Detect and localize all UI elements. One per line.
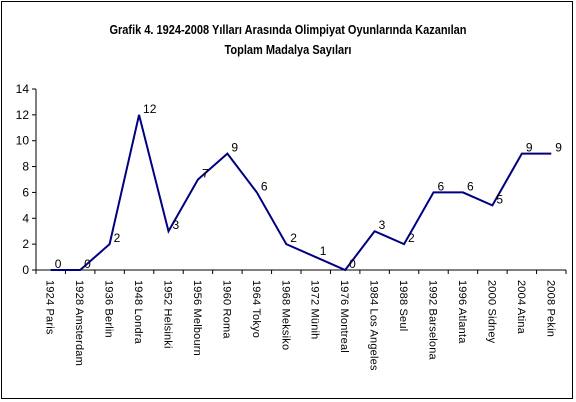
x-tick-label: 1988 Seul [397, 280, 409, 331]
series-line-group [50, 114, 552, 272]
x-tick-label: 1952 Helsinki [162, 280, 174, 349]
x-tick-label: 1972 Münih [309, 280, 321, 340]
data-label: 2 [408, 231, 415, 245]
data-label: 2 [114, 231, 121, 245]
y-tick-label: 12 [16, 108, 30, 122]
y-tick-label: 10 [16, 134, 30, 148]
data-label: 1 [320, 244, 327, 258]
data-label: 0 [349, 257, 356, 271]
x-tick-label: 1984 Los Angeles [368, 280, 380, 371]
y-tick-label: 6 [22, 185, 29, 199]
x-tick-label: 1992 Barselona [427, 280, 439, 361]
data-labels: 0 0 2 12 3 7 9 6 2 1 0 3 2 6 6 5 9 9 [55, 102, 563, 271]
y-tick-label: 8 [22, 160, 29, 174]
data-label: 6 [438, 179, 445, 193]
data-label: 12 [143, 102, 157, 116]
x-tick-label: 1948 Londra [132, 280, 144, 345]
y-tick-label: 14 [16, 82, 30, 96]
x-tick-label: 2008 Pekin [544, 280, 556, 337]
x-tick-label: 1968 Meksiko [279, 280, 291, 350]
y-tick-label: 4 [22, 211, 29, 225]
data-label: 3 [173, 218, 180, 232]
data-label: 2 [290, 231, 297, 245]
data-label: 7 [202, 167, 209, 181]
chart-title-line-1: Grafik 4. 1924-2008 Yılları Arasında Oli… [109, 23, 467, 37]
data-label: 6 [261, 179, 268, 193]
data-label: 0 [84, 257, 91, 271]
chart-title-line-2: Toplam Madalya Sayıları [224, 43, 352, 57]
x-axis-ticks: 1924 Paris 1928 Amsterdam 1936 Berlin 1948 … [35, 270, 567, 371]
x-tick-label: 1956 Melbourn [191, 280, 203, 356]
data-label: 9 [555, 141, 562, 155]
x-tick-label: 1976 Montreal [338, 280, 350, 353]
data-label: 6 [467, 179, 474, 193]
x-tick-label: 1996 Atlanta [456, 280, 468, 344]
data-label: 5 [496, 192, 503, 206]
data-label: 9 [231, 141, 238, 155]
data-label: 0 [55, 257, 62, 271]
x-tick-label: 1924 Paris [44, 280, 56, 335]
data-label: 3 [379, 218, 386, 232]
x-tick-label: 1928 Amsterdam [73, 280, 85, 366]
x-tick-label: 2000 Sidney [485, 280, 497, 344]
x-tick-label: 2004 Atina [515, 280, 527, 335]
y-tick-label: 2 [22, 237, 29, 251]
x-tick-label: 1936 Berlin [103, 280, 115, 338]
data-label: 9 [526, 141, 533, 155]
y-axis-ticks: 0 2 4 6 8 10 12 14 [16, 82, 36, 277]
series-line [50, 114, 552, 272]
y-tick-label: 0 [22, 263, 29, 277]
x-tick-label: 1960 Roma [220, 280, 232, 339]
chart-title: Grafik 4. 1924-2008 Yılları Arasında Oli… [35, 20, 542, 60]
x-tick-label: 1964 Tokyo [250, 280, 262, 338]
